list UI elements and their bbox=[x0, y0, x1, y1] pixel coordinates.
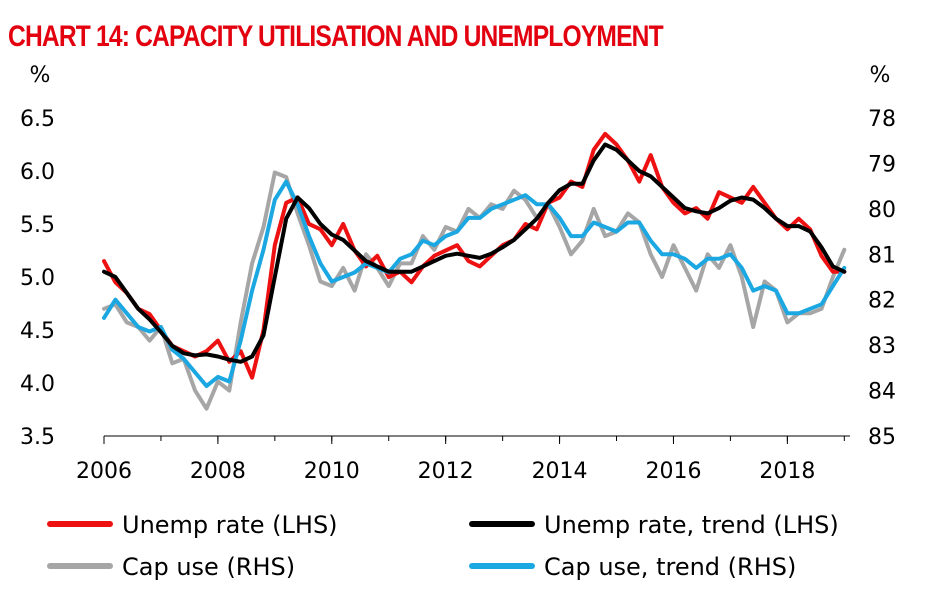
legend-cap-use-label: Cap use (RHS) bbox=[122, 553, 295, 581]
left-tick-label: 6.5 bbox=[20, 107, 55, 132]
left-tick-label: 5.5 bbox=[20, 213, 55, 238]
chart-title: CHART 14: CAPACITY UTILISATION AND UNEMP… bbox=[8, 20, 664, 53]
cap-use-trend-line bbox=[102, 179, 847, 388]
left-tick-label: 3.5 bbox=[20, 425, 55, 450]
x-tick-label: 2016 bbox=[645, 459, 701, 484]
unemp-rate-trend-line bbox=[102, 142, 847, 364]
legend-unemp-rate-trend-label: Unemp rate, trend (LHS) bbox=[544, 511, 839, 539]
series-lines bbox=[102, 131, 847, 411]
left-tick-label: 4.5 bbox=[20, 319, 55, 344]
x-tick-label: 2014 bbox=[532, 459, 588, 484]
right-tick-label: 78 bbox=[868, 107, 896, 132]
cap-use-line bbox=[102, 170, 847, 411]
legend-unemp-rate-label: Unemp rate (LHS) bbox=[122, 511, 338, 539]
right-tick-label: 83 bbox=[868, 334, 896, 359]
right-tick-label: 84 bbox=[868, 380, 896, 405]
right-tick-label: 80 bbox=[868, 198, 896, 223]
left-tick-label: 5.0 bbox=[20, 266, 55, 291]
left-tick-label: 4.0 bbox=[20, 372, 55, 397]
right-tick-label: 81 bbox=[868, 243, 896, 268]
right-tick-label: 82 bbox=[868, 289, 896, 314]
x-tick-label: 2010 bbox=[304, 459, 360, 484]
x-tick-label: 2018 bbox=[759, 459, 815, 484]
x-tick-label: 2008 bbox=[190, 459, 246, 484]
right-tick-label: 79 bbox=[868, 152, 896, 177]
x-tick-label: 2012 bbox=[418, 459, 474, 484]
legend: Unemp rate (LHS) Unemp rate, trend (LHS) C… bbox=[47, 511, 839, 581]
x-tick-label: 2006 bbox=[76, 459, 132, 484]
legend-cap-use-trend-label: Cap use, trend (RHS) bbox=[544, 553, 796, 581]
axes: 2006 2008 2010 2012 2014 2016 2018 3.5 4.0 4.5 5.0… bbox=[20, 63, 896, 484]
right-tick-label: 85 bbox=[868, 425, 896, 450]
right-axis-unit: % bbox=[870, 63, 891, 88]
left-tick-label: 6.0 bbox=[20, 160, 55, 185]
left-axis-unit: % bbox=[30, 63, 51, 88]
